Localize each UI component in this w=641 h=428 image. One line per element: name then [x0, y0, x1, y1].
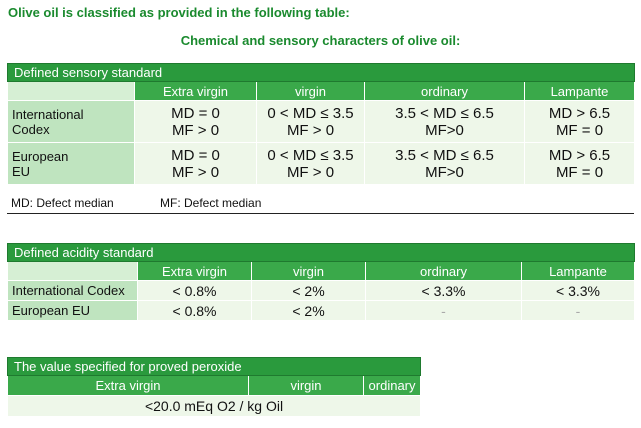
row-label-international-codex: International Codex	[7, 100, 135, 143]
note-md: MD: Defect median	[11, 196, 114, 210]
acidity-standard-table: Defined acidity standard Extra virgin vi…	[7, 243, 635, 321]
table-cell: MD = 0 MF > 0	[134, 100, 257, 143]
col-header-ordinary: ordinary	[365, 261, 522, 281]
table-row: <20.0 mEq O2 / kg Oil	[6, 395, 422, 417]
col-header-extra-virgin: Extra virgin	[134, 81, 257, 101]
header-blank-cell	[7, 81, 135, 101]
col-header-virgin: virgin	[248, 375, 364, 396]
table-cell: MD > 6.5 MF = 0	[524, 142, 635, 185]
col-header-virgin: virgin	[251, 261, 366, 281]
peroxide-table-title: The value specified for proved peroxide	[6, 357, 422, 376]
row-label-international-codex: International Codex	[7, 280, 138, 301]
row-label-european-eu: European EU	[7, 142, 135, 185]
table-cell: MD = 0 MF > 0	[134, 142, 257, 185]
row-label-european-eu: European EU	[7, 300, 138, 321]
table-cell: MD > 6.5 MF = 0	[524, 100, 635, 143]
intro-heading: Olive oil is classified as provided in t…	[8, 5, 350, 20]
table-cell: < 0.8%	[137, 300, 252, 321]
table-cell-empty: -	[365, 300, 522, 321]
acidity-table-title: Defined acidity standard	[7, 243, 635, 262]
col-header-lampante: Lampante	[521, 261, 635, 281]
col-header-ordinary: ordinary	[364, 81, 525, 101]
table-cell: 3.5 < MD ≤ 6.5 MF>0	[364, 142, 525, 185]
table-cell: < 2%	[251, 300, 366, 321]
table-cell: 3.5 < MD ≤ 6.5 MF>0	[364, 100, 525, 143]
col-header-extra-virgin: Extra virgin	[137, 261, 252, 281]
peroxide-value: <20.0 mEq O2 / kg Oil	[6, 395, 422, 417]
acidity-header-row: Extra virgin virgin ordinary Lampante	[7, 261, 635, 281]
table-row: European EU < 0.8% < 2% - -	[7, 300, 635, 321]
table-row: International Codex MD = 0 MF > 0 0 < MD …	[7, 100, 635, 143]
peroxide-table: The value specified for proved peroxide …	[6, 357, 422, 417]
table-row: European EU MD = 0 MF > 0 0 < MD ≤ 3.5 MF …	[7, 142, 635, 185]
col-header-lampante: Lampante	[524, 81, 635, 101]
col-header-extra-virgin: Extra virgin	[7, 375, 249, 396]
table-cell-empty: -	[521, 300, 635, 321]
col-header-virgin: virgin	[256, 81, 365, 101]
table-cell: < 3.3%	[521, 280, 635, 301]
sensory-standard-table: Defined sensory standard Extra virgin vi…	[7, 63, 635, 185]
table-caption: Chemical and sensory characters of olive…	[180, 33, 461, 48]
sensory-table-title: Defined sensory standard	[7, 63, 635, 82]
sensory-header-row: Extra virgin virgin ordinary Lampante	[7, 81, 635, 101]
sensory-notes: MD: Defect median MF: Defect median	[7, 193, 634, 214]
peroxide-header-row: Extra virgin virgin ordinary	[7, 375, 422, 396]
table-cell: < 2%	[251, 280, 366, 301]
table-cell: < 0.8%	[137, 280, 252, 301]
table-cell: < 3.3%	[365, 280, 522, 301]
table-row: International Codex < 0.8% < 2% < 3.3% <…	[7, 280, 635, 301]
table-cell: 0 < MD ≤ 3.5 MF > 0	[256, 100, 365, 143]
col-header-ordinary: ordinary	[362, 375, 422, 396]
table-cell: 0 < MD ≤ 3.5 MF > 0	[256, 142, 365, 185]
header-blank-cell	[7, 261, 138, 281]
note-mf: MF: Defect median	[160, 196, 262, 210]
